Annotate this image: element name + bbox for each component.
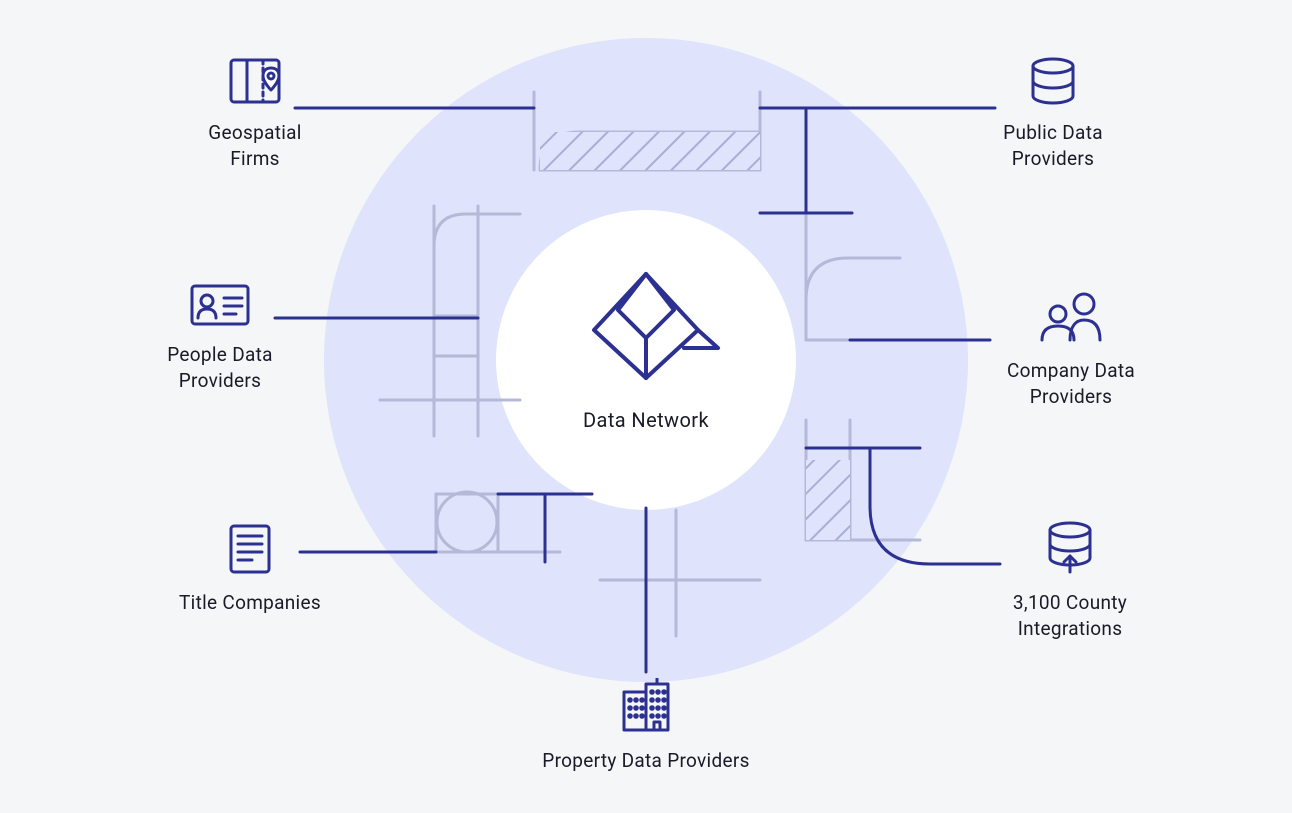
- center-label: Data Network: [583, 408, 709, 432]
- database-upload-icon: [960, 520, 1180, 580]
- node-title: Title Companies: [140, 522, 360, 616]
- database-icon: [948, 56, 1158, 110]
- node-label: GeospatialFirms: [160, 120, 350, 171]
- node-label: Property Data Providers: [486, 748, 806, 774]
- node-people: People DataProviders: [120, 282, 320, 393]
- node-label: 3,100 CountyIntegrations: [960, 590, 1180, 641]
- node-label: Public DataProviders: [948, 120, 1158, 171]
- document-icon: [140, 522, 360, 580]
- map-pin-icon: [160, 56, 350, 110]
- node-public: Public DataProviders: [948, 56, 1158, 171]
- hatch-top: [540, 132, 760, 170]
- buildings-icon: [486, 678, 806, 738]
- node-property: Property Data Providers: [486, 678, 806, 774]
- node-county: 3,100 CountyIntegrations: [960, 520, 1180, 641]
- diagram-stage: Data Network GeospatialFirms Public Data…: [0, 0, 1292, 813]
- hatch-right: [806, 460, 850, 540]
- node-geospatial: GeospatialFirms: [160, 56, 350, 171]
- node-label: Company DataProviders: [956, 358, 1186, 409]
- people-group-icon: [956, 290, 1186, 348]
- id-card-icon: [120, 282, 320, 332]
- node-company: Company DataProviders: [956, 290, 1186, 409]
- node-label: Title Companies: [140, 590, 360, 616]
- node-label: People DataProviders: [120, 342, 320, 393]
